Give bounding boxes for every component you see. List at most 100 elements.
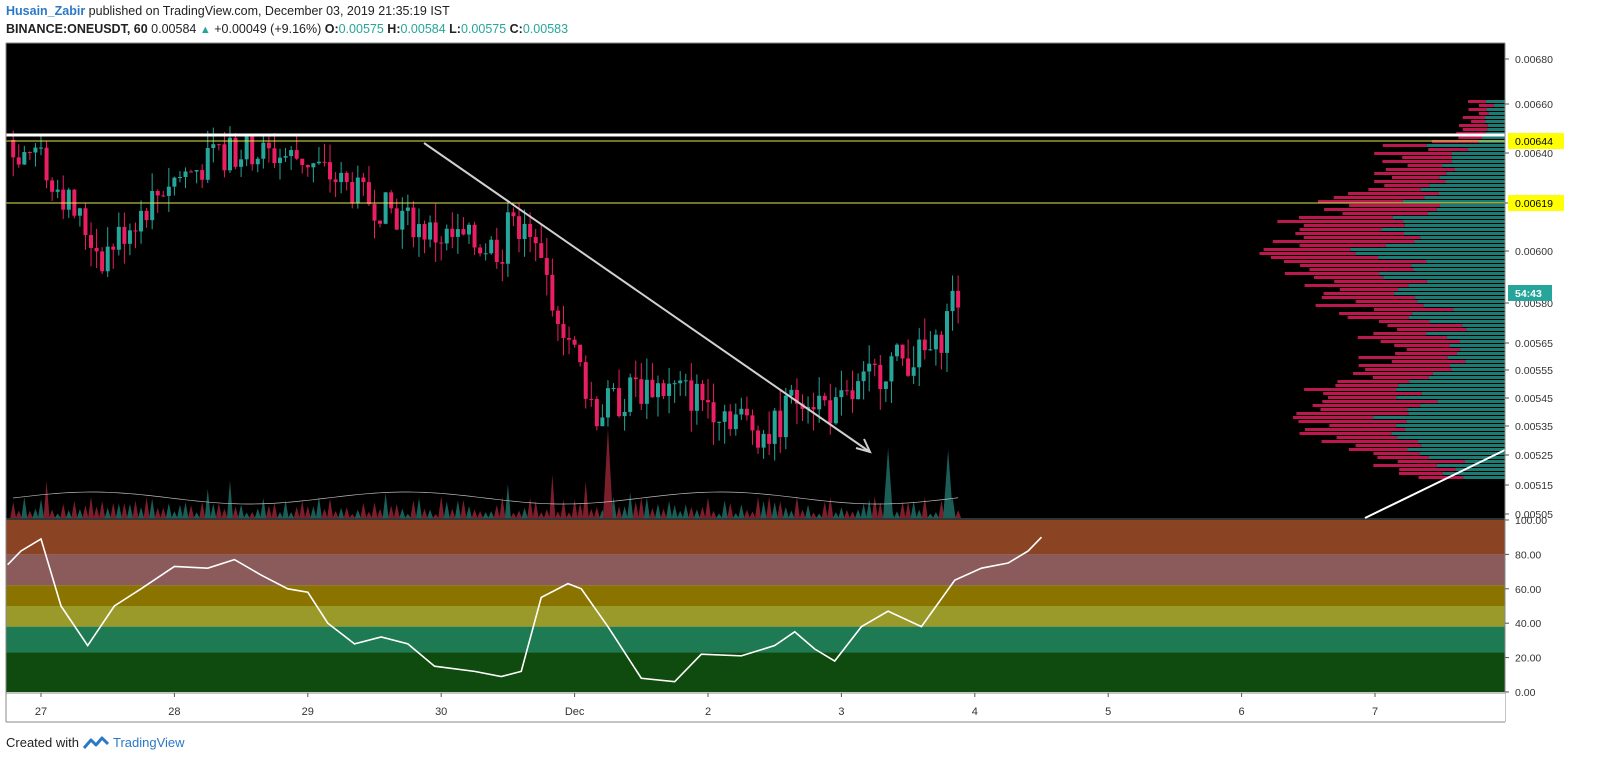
volume-profile-bar bbox=[1396, 388, 1505, 391]
candle-body bbox=[361, 177, 366, 183]
volume-profile-bar bbox=[1322, 400, 1438, 403]
volume-bar bbox=[399, 508, 406, 518]
volume-bar bbox=[315, 496, 322, 518]
time-tick-label: 5 bbox=[1105, 706, 1111, 718]
candle-body bbox=[672, 383, 677, 385]
volume-profile-bar bbox=[1398, 384, 1505, 387]
volume-profile-bar bbox=[1404, 224, 1505, 227]
volume-profile-bar bbox=[1426, 280, 1505, 283]
candle-body bbox=[11, 139, 16, 158]
volume-bar bbox=[121, 503, 128, 518]
candle-body bbox=[383, 192, 388, 224]
candle-body bbox=[39, 147, 43, 149]
volume-bar bbox=[732, 513, 739, 518]
price-tick-label: 0.00515 bbox=[1515, 480, 1553, 492]
candle-body bbox=[933, 334, 938, 350]
volume-bar bbox=[193, 512, 200, 518]
volume-profile-bar bbox=[1357, 336, 1448, 339]
candle-body bbox=[444, 228, 449, 244]
volume-bar bbox=[677, 510, 684, 518]
volume-bar bbox=[238, 504, 245, 518]
volume-bar bbox=[415, 497, 422, 518]
volume-profile-bar bbox=[1374, 172, 1447, 175]
volume-profile-bar bbox=[1407, 164, 1443, 167]
volume-bar bbox=[132, 500, 139, 518]
candle-body bbox=[900, 344, 905, 359]
high-value: 0.00584 bbox=[400, 22, 446, 36]
oscillator-band bbox=[6, 606, 1505, 627]
volume-bar bbox=[421, 508, 428, 518]
volume-profile-bar bbox=[1439, 176, 1505, 179]
volume-bar bbox=[15, 510, 22, 518]
candle-body bbox=[950, 290, 955, 312]
candle-body bbox=[872, 363, 877, 365]
volume-bar bbox=[593, 506, 600, 518]
candle-body bbox=[194, 170, 199, 172]
candle-body bbox=[561, 323, 566, 338]
volume-bar bbox=[643, 497, 650, 518]
volume-bar bbox=[510, 512, 517, 518]
volume-bar bbox=[304, 506, 311, 518]
volume-profile-bar bbox=[1380, 340, 1460, 343]
volume-profile-bar bbox=[1406, 348, 1461, 351]
volume-profile-bar bbox=[1304, 428, 1406, 431]
time-axis bbox=[6, 692, 1505, 722]
volume-bar bbox=[226, 480, 233, 518]
volume-bar bbox=[521, 507, 528, 518]
volume-profile-bar bbox=[1397, 328, 1467, 331]
volume-bar bbox=[943, 450, 954, 518]
volume-bar bbox=[349, 513, 356, 518]
candle-body bbox=[439, 242, 444, 244]
volume-profile-bar bbox=[1413, 268, 1505, 271]
oscillator-axis-ticks: 100.00 80.00 60.00 40.00 20.00 0.00 bbox=[1505, 515, 1547, 699]
volume-profile-bar bbox=[1396, 424, 1505, 427]
candle-body bbox=[822, 395, 827, 401]
tradingview-brand-link[interactable]: TradingView bbox=[112, 735, 185, 750]
candle-body bbox=[61, 189, 66, 210]
volume-bar bbox=[782, 506, 789, 518]
volume-profile-bar bbox=[1348, 192, 1439, 195]
volume-bar bbox=[93, 506, 100, 518]
volume-profile-bar bbox=[1333, 196, 1425, 199]
volume-bar bbox=[410, 500, 417, 518]
volume-bar bbox=[288, 512, 295, 518]
oscillator-tick-label: 100.00 bbox=[1515, 515, 1547, 527]
volume-bar bbox=[627, 492, 634, 518]
volume-bar bbox=[938, 500, 945, 518]
volume-profile-bar bbox=[1455, 468, 1505, 471]
candle-body bbox=[878, 364, 883, 389]
volume-bar bbox=[88, 496, 95, 518]
volume-bar bbox=[766, 496, 773, 518]
volume-profile-bar bbox=[1418, 476, 1464, 479]
volume-profile-bar bbox=[1408, 316, 1505, 319]
volume-bar bbox=[538, 512, 545, 518]
volume-bar bbox=[182, 502, 189, 518]
volume-profile-bar bbox=[1459, 340, 1505, 343]
candle-body bbox=[222, 144, 227, 171]
volume-bar bbox=[43, 480, 50, 518]
volume-bar bbox=[221, 508, 228, 518]
open-label: O: bbox=[324, 22, 339, 36]
close-value: 0.00583 bbox=[522, 22, 569, 36]
volume-bar bbox=[154, 507, 161, 518]
candle-body bbox=[305, 164, 310, 168]
candle-body bbox=[611, 388, 616, 390]
volume-profile-bar bbox=[1439, 204, 1505, 207]
volume-bar bbox=[126, 503, 133, 518]
volume-profile-bar bbox=[1334, 280, 1427, 283]
volume-profile-bar bbox=[1468, 108, 1487, 111]
volume-bar bbox=[460, 499, 467, 518]
volume-bar bbox=[899, 501, 906, 518]
volume-profile-bar bbox=[1379, 272, 1505, 275]
candle-body bbox=[333, 179, 338, 183]
author-link[interactable]: Husain_Zabir bbox=[6, 4, 86, 18]
volume-bar bbox=[26, 510, 33, 518]
trend-arrow-icon bbox=[855, 438, 872, 454]
candle-body bbox=[850, 390, 855, 400]
volume-profile-bar bbox=[1321, 296, 1416, 299]
volume-bar bbox=[582, 481, 589, 518]
level-badge bbox=[1508, 195, 1564, 211]
level-badge-label: 0.00644 bbox=[1515, 136, 1553, 148]
candle-body bbox=[211, 144, 216, 149]
